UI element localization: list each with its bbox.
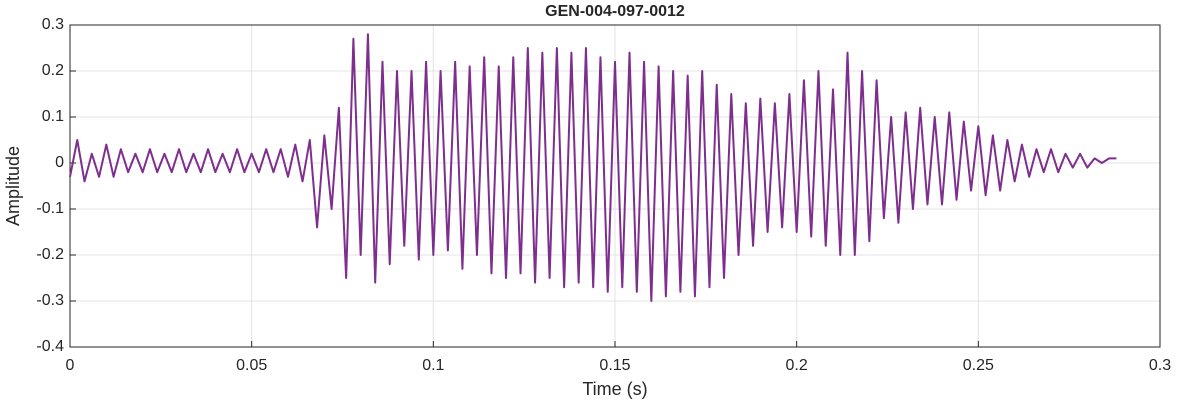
waveform-line [69,33,1117,302]
chart-title: GEN-004-097-0012 [545,3,685,20]
y-tick-label: 0.1 [42,108,64,125]
y-tick-label: -0.4 [36,338,64,355]
x-tick-label: 0.15 [599,357,630,374]
x-tick-label: 0.2 [786,357,808,374]
x-tick-label: 0.3 [1149,357,1171,374]
plot-frame [69,24,1161,348]
y-tick-label: 0.2 [42,62,64,79]
x-axis-label: Time (s) [582,379,647,399]
x-tick-label: 0.1 [422,357,444,374]
y-axis-label: Amplitude [3,146,23,226]
x-tick-label: 0 [66,357,75,374]
x-tick-label: 0.25 [963,357,994,374]
y-tick-label: -0.2 [36,246,64,263]
y-tick-label: -0.3 [36,292,64,309]
y-tick-label: -0.1 [36,200,64,217]
y-tick-label: 0 [55,154,64,171]
y-tick-label: 0.3 [42,16,64,33]
x-tick-label: 0.05 [236,357,267,374]
